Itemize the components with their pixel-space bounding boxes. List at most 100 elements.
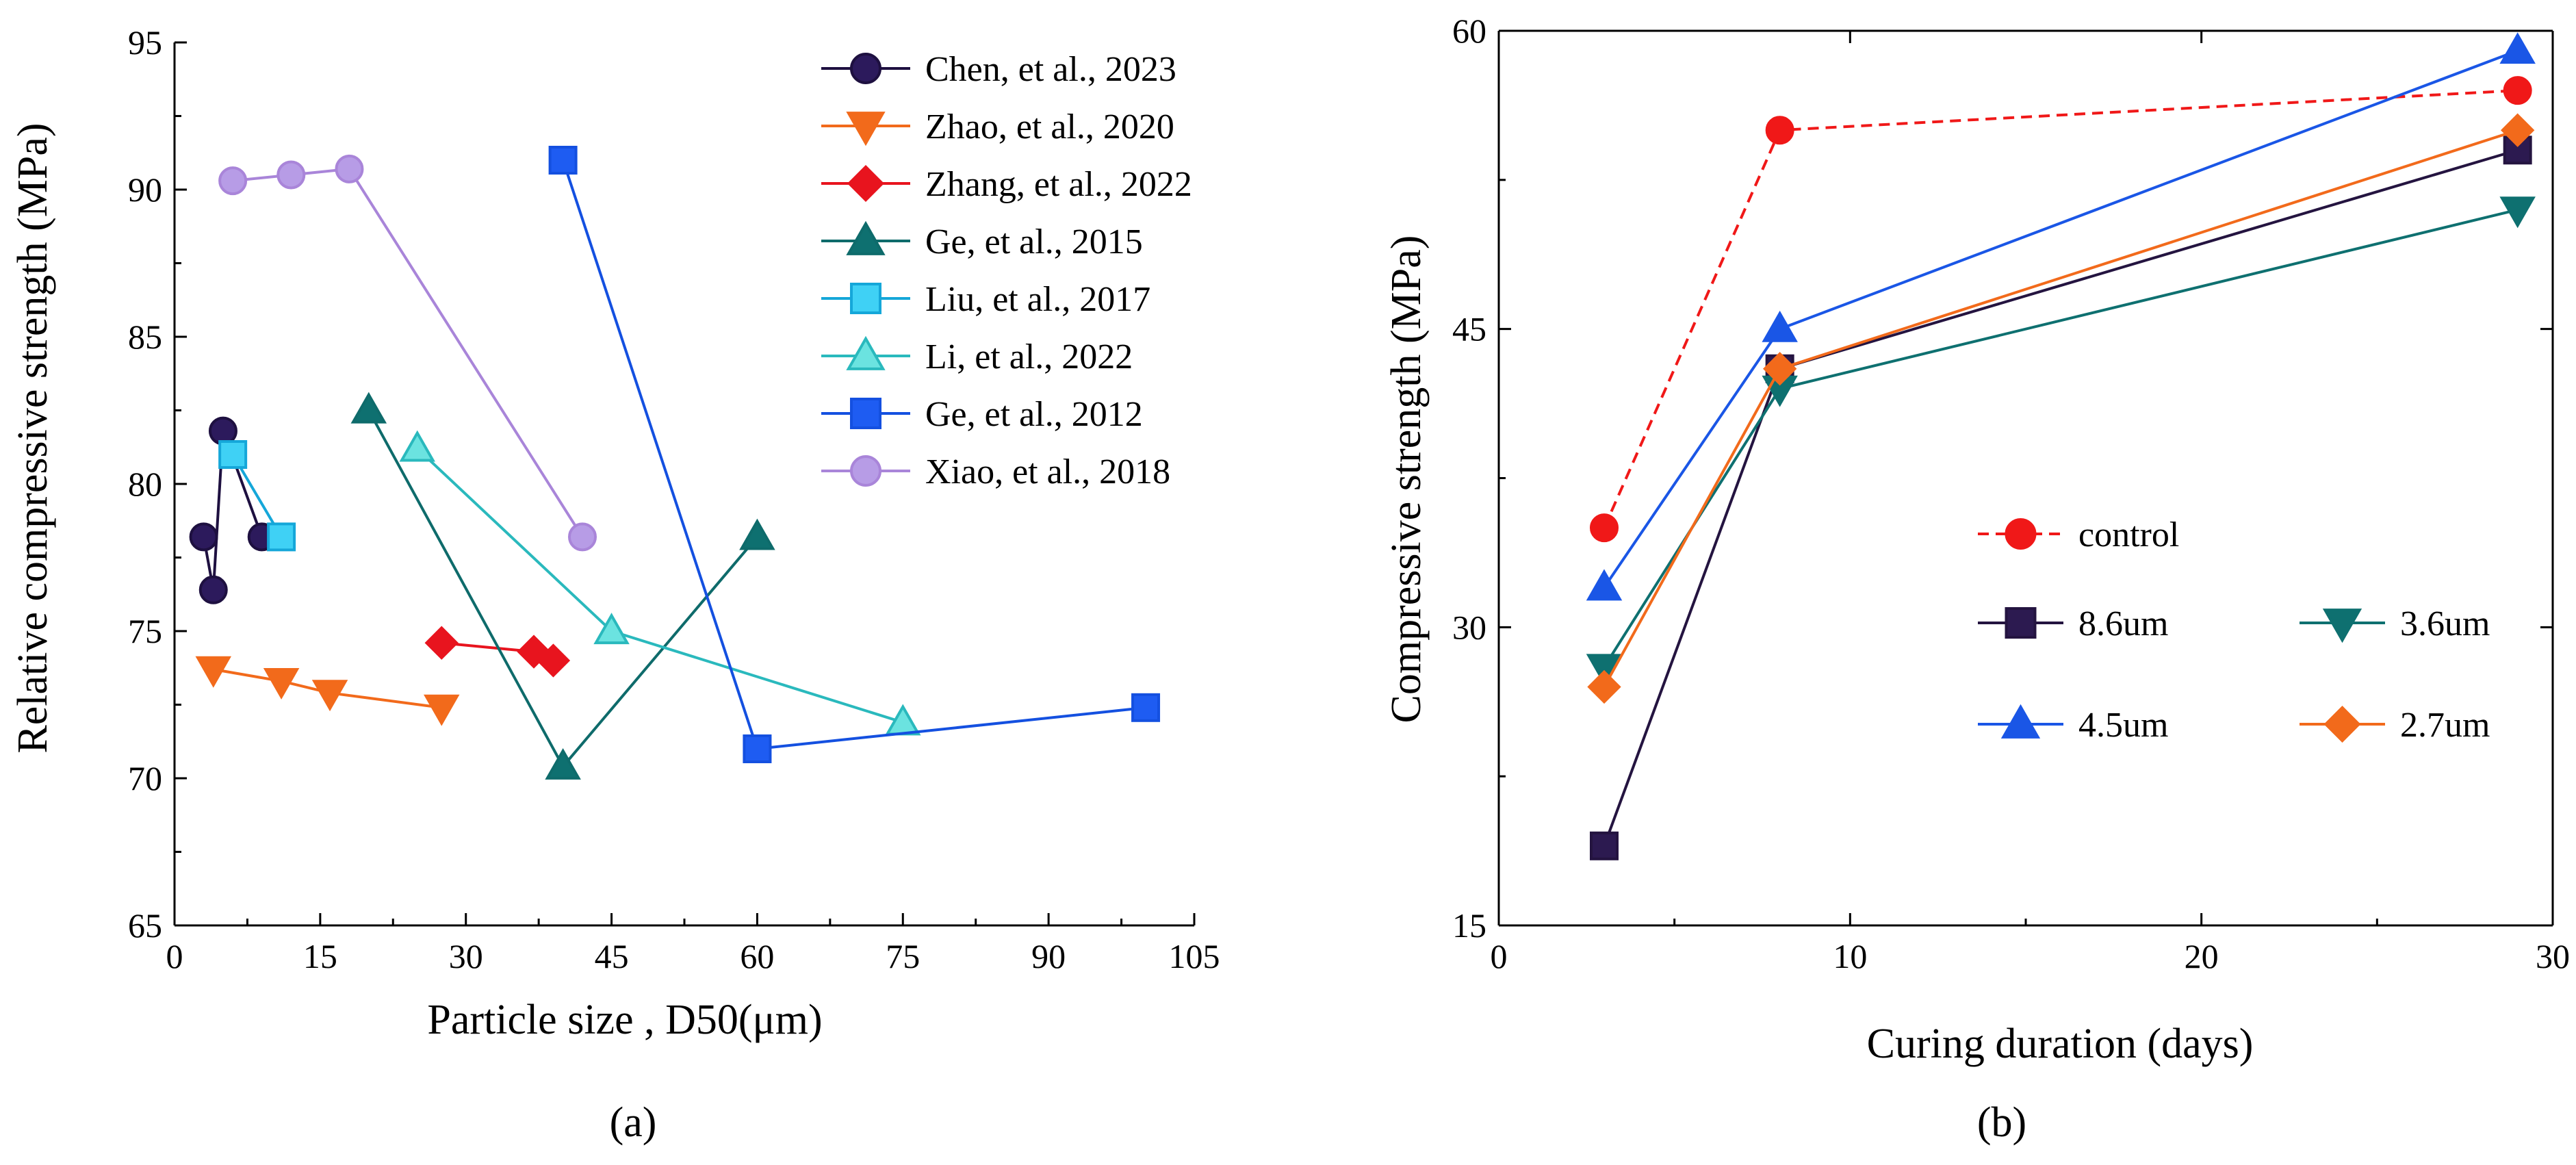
panel-b-legend: control 8.6um 3.6um 4.5um 2.7um <box>1978 515 2490 745</box>
panel-a-legend-item: Zhang, et al., 2022 <box>821 165 1192 204</box>
panel-a-chart: 0 15 30 45 60 75 90 105 65 70 75 80 85 90 95 Chen, et … <box>10 23 1220 1146</box>
panel-a-legend-item: Xiao, et al., 2018 <box>821 452 1170 491</box>
panel-a-data-point <box>189 522 218 552</box>
panel-a-y-tick-label: 85 <box>128 318 162 356</box>
panel-b-x-tick-label: 20 <box>2185 937 2219 975</box>
panel-a-x-tick-label: 45 <box>595 937 629 975</box>
panel-b-chart: 0 10 20 30 15 30 45 60 control 8.6um 3.6um 4.5um 2.… <box>1383 12 2570 1146</box>
panel-a-legend-item: Ge, et al., 2012 <box>821 395 1143 434</box>
panel-b-data-point <box>2499 196 2536 229</box>
panel-b-label: (b) <box>1977 1099 2026 1146</box>
panel-a-label: (a) <box>610 1099 657 1146</box>
panel-a-legend-marker <box>846 220 886 255</box>
panel-a-legend-item: Chen, et al., 2023 <box>821 50 1176 89</box>
panel-a-data-point <box>311 680 348 712</box>
panel-b-y-tick-label: 15 <box>1452 906 1486 945</box>
panel-a-legend-marker <box>846 335 886 370</box>
panel-a-legend-marker <box>846 112 886 146</box>
panel-b-data-point <box>1765 116 1794 145</box>
panel-b-legend-label: 2.7um <box>2400 706 2490 745</box>
panel-b-legend-item: 2.7um <box>2300 706 2490 745</box>
panel-b-legend-label: 4.5um <box>2078 706 2168 745</box>
panel-a-series-5 <box>399 430 921 736</box>
panel-a-series-line <box>213 667 442 709</box>
panel-b-series-4 <box>1587 113 2535 704</box>
panel-b-x-tick-label: 10 <box>1833 937 1867 975</box>
panel-a-y-tick-label: 80 <box>128 465 162 503</box>
panel-b-legend-marker <box>2000 704 2041 739</box>
panel-a-series-1 <box>195 656 460 726</box>
panel-a-x-tick-label: 30 <box>449 937 483 975</box>
panel-b-legend-marker <box>2005 607 2037 639</box>
panel-a-series-3 <box>350 392 775 780</box>
panel-b-data-point <box>2503 76 2532 105</box>
panel-a-legend-marker <box>850 53 881 84</box>
panel-b-x-tick-label: 30 <box>2536 937 2570 975</box>
panel-a-x-tick-label: 75 <box>886 937 920 975</box>
panel-a-data-point <box>424 626 459 660</box>
panel-a-series-6 <box>548 146 1161 763</box>
panel-b-series-line <box>1603 149 2519 847</box>
panel-a-data-point <box>1131 693 1161 722</box>
panel-a-series-line <box>416 447 903 724</box>
panel-b-data-point <box>1586 569 1623 601</box>
panel-b-legend-item: 4.5um <box>1978 704 2168 745</box>
panel-b-axes: 0 10 20 30 15 30 45 60 <box>1452 12 2570 975</box>
panel-a-legend-item: Li, et al., 2022 <box>821 335 1133 376</box>
panel-a-x-tick-label: 90 <box>1031 937 1066 975</box>
panel-a-data-point <box>276 160 306 190</box>
panel-a-data-point <box>195 656 232 688</box>
panel-b-data-point <box>2500 113 2535 147</box>
panel-b-series-line <box>1603 49 2519 589</box>
panel-a-data-point <box>267 522 296 552</box>
panel-a-y-tick-label: 95 <box>128 23 162 62</box>
panel-b-data-point <box>2499 32 2536 64</box>
panel-b-series-3 <box>1586 32 2536 601</box>
panel-a-series-0 <box>189 416 276 604</box>
panel-a-legend-label: Ge, et al., 2012 <box>925 395 1143 434</box>
panel-a-data-point <box>263 668 300 700</box>
panel-a-data-point <box>885 704 921 736</box>
panel-a-data-point <box>198 575 228 604</box>
panel-a-legend-marker <box>847 165 884 202</box>
panel-b-data-point <box>1762 310 1798 342</box>
panel-a-series-7 <box>218 154 597 552</box>
panel-a-series-2 <box>424 626 571 678</box>
panel-a-legend-item: Liu, et al., 2017 <box>821 280 1150 319</box>
panel-a-data-point <box>218 166 248 196</box>
panel-b-legend-label: control <box>2078 515 2179 554</box>
panel-a-data-point <box>593 613 630 645</box>
panel-b-y-axis-title: Compressive strength (MPa) <box>1383 235 1430 724</box>
panel-a-data-point <box>548 146 578 175</box>
panel-a-series <box>189 146 1161 780</box>
panel-b-x-tick-label: 0 <box>1491 937 1508 975</box>
panel-a-legend-marker <box>850 398 881 429</box>
panel-a-y-tick-label: 70 <box>128 759 162 797</box>
panel-b-y-tick-label: 30 <box>1452 608 1486 646</box>
panel-a-series-line <box>202 430 263 591</box>
panel-a-data-point <box>208 416 237 446</box>
panel-b-legend-item: 8.6um <box>1978 604 2168 643</box>
panel-b-series-0 <box>1590 76 2532 543</box>
panel-a-data-point <box>335 154 364 183</box>
panel-a-x-tick-label: 15 <box>303 937 337 975</box>
panel-b-series-2 <box>1586 196 2536 686</box>
panel-a-data-point <box>399 430 436 462</box>
panel-a-legend: Chen, et al., 2023 Zhao, et al., 2020 Zhan… <box>821 50 1192 491</box>
panel-a-legend-label: Ge, et al., 2015 <box>925 222 1143 261</box>
panel-b-series-line <box>1603 89 2518 528</box>
panel-a-series-line <box>368 409 758 769</box>
panel-b-series-line <box>1603 129 2519 688</box>
panel-b-series-1 <box>1590 136 2532 860</box>
panel-a-x-tick-label: 0 <box>166 937 183 975</box>
panel-a-legend-item: Zhao, et al., 2020 <box>821 107 1174 146</box>
panel-a-legend-label: Chen, et al., 2023 <box>925 50 1176 89</box>
panel-a-x-tick-label: 60 <box>740 937 774 975</box>
panel-a-legend-label: Liu, et al., 2017 <box>925 280 1150 319</box>
panel-a-axes: 0 15 30 45 60 75 90 105 65 70 75 80 85 90 95 <box>128 23 1220 975</box>
panel-b-y-tick-label: 45 <box>1452 310 1486 348</box>
panel-a-data-point <box>517 635 551 669</box>
panel-b-data-point <box>1587 669 1621 704</box>
panel-b-y-tick-label: 60 <box>1452 12 1486 50</box>
